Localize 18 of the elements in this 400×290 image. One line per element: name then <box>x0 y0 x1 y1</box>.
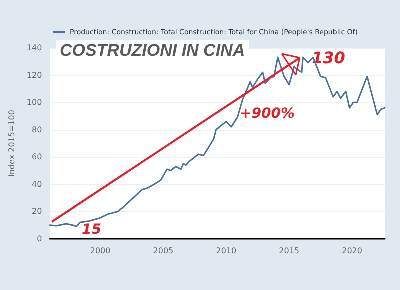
y-tick-label: 80 <box>32 125 42 134</box>
x-tick-label: 2000 <box>90 246 111 256</box>
annotation: 15 <box>82 222 102 238</box>
chart-title: COSTRUZIONI IN CINA <box>56 40 250 62</box>
y-tick-label: 20 <box>32 207 42 216</box>
annotation: +900% <box>240 106 295 122</box>
x-tick-label: 2005 <box>153 246 174 256</box>
y-tick-label: 40 <box>32 180 42 189</box>
y-axis-title: Index 2015=100 <box>8 110 16 177</box>
y-tick-label: 100 <box>26 98 42 108</box>
x-tick-label: 2015 <box>279 246 300 256</box>
y-tick-label: 120 <box>26 70 42 80</box>
y-tick-label: 0 <box>37 234 42 244</box>
x-tick-label: 2010 <box>216 246 237 256</box>
annotation: 130 <box>312 48 346 68</box>
x-tick-label: 2020 <box>342 246 362 256</box>
y-tick-label: 60 <box>32 152 42 162</box>
y-tick-label: 140 <box>26 44 42 52</box>
